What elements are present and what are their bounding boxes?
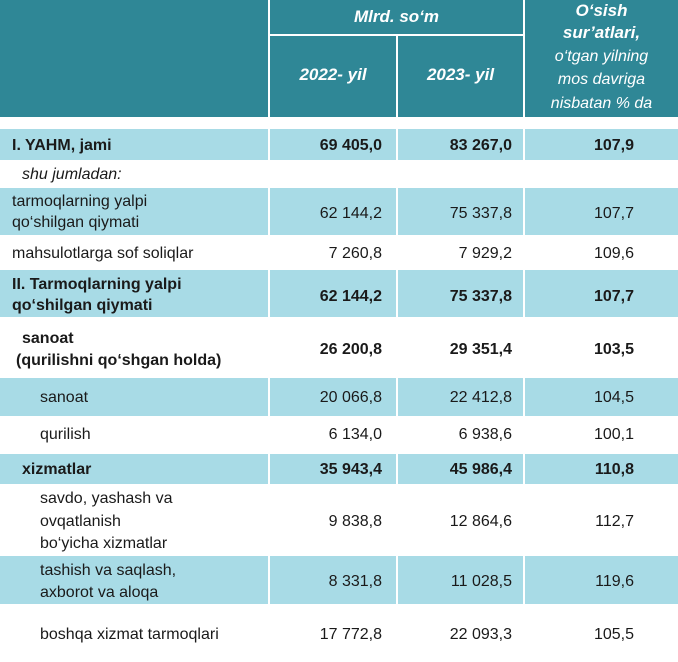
growth-value: 109,6 <box>593 245 634 262</box>
row-divider <box>0 416 678 418</box>
row-divider <box>0 235 678 237</box>
value-2022: 20 066,8 <box>319 389 382 406</box>
row-label: tashish va saqlash, <box>40 562 177 579</box>
growth-header-line1: O‘sish <box>575 1 628 20</box>
row-divider <box>0 452 678 454</box>
value-2023: 75 337,8 <box>449 288 512 305</box>
table-row: I. YAHM, jami 69 405,0 83 267,0 107,9 <box>0 129 678 162</box>
table-row: sanoat (qurilishni qo‘shgan holda) 26 20… <box>0 321 678 376</box>
row-divider <box>0 317 678 319</box>
growth-value: 104,5 <box>593 389 634 406</box>
value-2022: 35 943,4 <box>319 461 382 478</box>
growth-value: 107,7 <box>593 288 634 305</box>
growth-value: 107,9 <box>593 137 634 154</box>
table-header <box>0 0 678 117</box>
growth-value: 100,1 <box>593 426 634 443</box>
table-row: mahsulotlarga sof soliqlar 7 260,8 7 929… <box>0 237 678 270</box>
row-label: sanoat <box>22 330 74 347</box>
value-2023: 75 337,8 <box>449 205 512 222</box>
table-row: tashish va saqlash, axborot va aloqa 8 3… <box>0 556 678 606</box>
growth-value: 110,8 <box>594 461 634 478</box>
value-2022: 26 200,8 <box>319 341 382 358</box>
row-label: tarmoqlarning yalpi <box>12 193 148 210</box>
column-2022-header: 2022- yil <box>299 65 367 84</box>
growth-value: 103,5 <box>593 341 634 358</box>
row-label: xizmatlar <box>22 461 92 478</box>
growth-header-line5: nisbatan % da <box>550 95 653 112</box>
row-divider <box>0 604 678 606</box>
value-2022: 8 331,8 <box>328 573 382 590</box>
row-label: qo‘shilgan qiymati <box>12 297 153 314</box>
growth-header-line2: sur’atlari, <box>562 23 641 42</box>
row-label: boshqa xizmat tarmoqlari <box>40 626 219 643</box>
value-2022: 6 134,0 <box>328 426 382 443</box>
row-divider <box>0 376 678 378</box>
value-2023: 11 028,5 <box>450 573 512 590</box>
value-2022: 7 260,8 <box>328 245 382 262</box>
header-divider <box>523 0 525 117</box>
value-2022: 62 144,2 <box>319 205 382 222</box>
unit-title: Mlrd. so‘m <box>353 7 439 26</box>
value-2023: 7 929,2 <box>458 245 512 262</box>
row-label: qurilish <box>40 426 91 443</box>
value-2023: 45 986,4 <box>449 461 512 478</box>
row-divider <box>0 484 678 486</box>
growth-value: 119,6 <box>595 573 634 590</box>
row-label: II. Tarmoqlarning yalpi <box>12 276 182 293</box>
value-2023: 12 864,6 <box>449 513 512 530</box>
row-divider <box>0 268 678 270</box>
column-divider <box>523 117 525 662</box>
table-row: II. Tarmoqlarning yalpi qo‘shilgan qiyma… <box>0 270 678 319</box>
column-divider <box>396 117 398 662</box>
row-label: sanoat <box>40 389 89 406</box>
header-divider <box>270 34 523 36</box>
table-row: sanoat 20 066,8 22 412,8 104,5 <box>0 378 678 418</box>
column-2023-header: 2023- yil <box>426 65 495 84</box>
value-2022: 69 405,0 <box>319 137 382 154</box>
growth-header-line3: o‘tgan yilning <box>554 48 649 65</box>
value-2023: 6 938,6 <box>458 426 512 443</box>
row-label: mahsulotlarga sof soliqlar <box>12 245 194 262</box>
row-divider <box>0 186 678 188</box>
growth-value: 112,7 <box>595 513 634 530</box>
row-label: qo‘shilgan qiymati <box>12 214 140 231</box>
table-row: boshqa xizmat tarmoqlari 17 772,8 22 093… <box>0 606 678 662</box>
row-label: shu jumladan: <box>22 166 122 183</box>
row-label: savdo, yashash va <box>40 490 173 507</box>
value-2022: 62 144,2 <box>319 288 382 305</box>
growth-value: 107,7 <box>593 205 634 222</box>
growth-value: 105,5 <box>593 626 634 643</box>
value-2023: 29 351,4 <box>449 341 512 358</box>
value-2023: 22 412,8 <box>449 389 512 406</box>
value-2022: 17 772,8 <box>319 626 382 643</box>
header-divider <box>268 0 270 117</box>
value-2022: 9 838,8 <box>328 513 382 530</box>
value-2023: 83 267,0 <box>449 137 512 154</box>
table-row: shu jumladan: <box>0 162 678 188</box>
row-label: I. YAHM, jami <box>12 137 112 154</box>
value-2023: 22 093,3 <box>449 626 512 643</box>
table-row: tarmoqlarning yalpi qo‘shilgan qiymati 6… <box>0 188 678 237</box>
table-row: savdo, yashash va ovqatlanish bo‘yicha x… <box>0 486 678 556</box>
table-row: qurilish 6 134,0 6 938,6 100,1 <box>0 418 678 454</box>
row-divider <box>0 554 678 556</box>
header-divider <box>396 36 398 117</box>
column-divider <box>268 117 270 662</box>
row-label: (qurilishni qo‘shgan holda) <box>16 352 222 369</box>
row-label: bo‘yicha xizmatlar <box>40 535 168 552</box>
row-label: axborot va aloqa <box>40 584 159 601</box>
row-divider <box>0 160 678 162</box>
row-label: ovqatlanish <box>40 513 121 530</box>
table-row: xizmatlar 35 943,4 45 986,4 110,8 <box>0 454 678 486</box>
growth-header-line4: mos davriga <box>557 71 646 88</box>
